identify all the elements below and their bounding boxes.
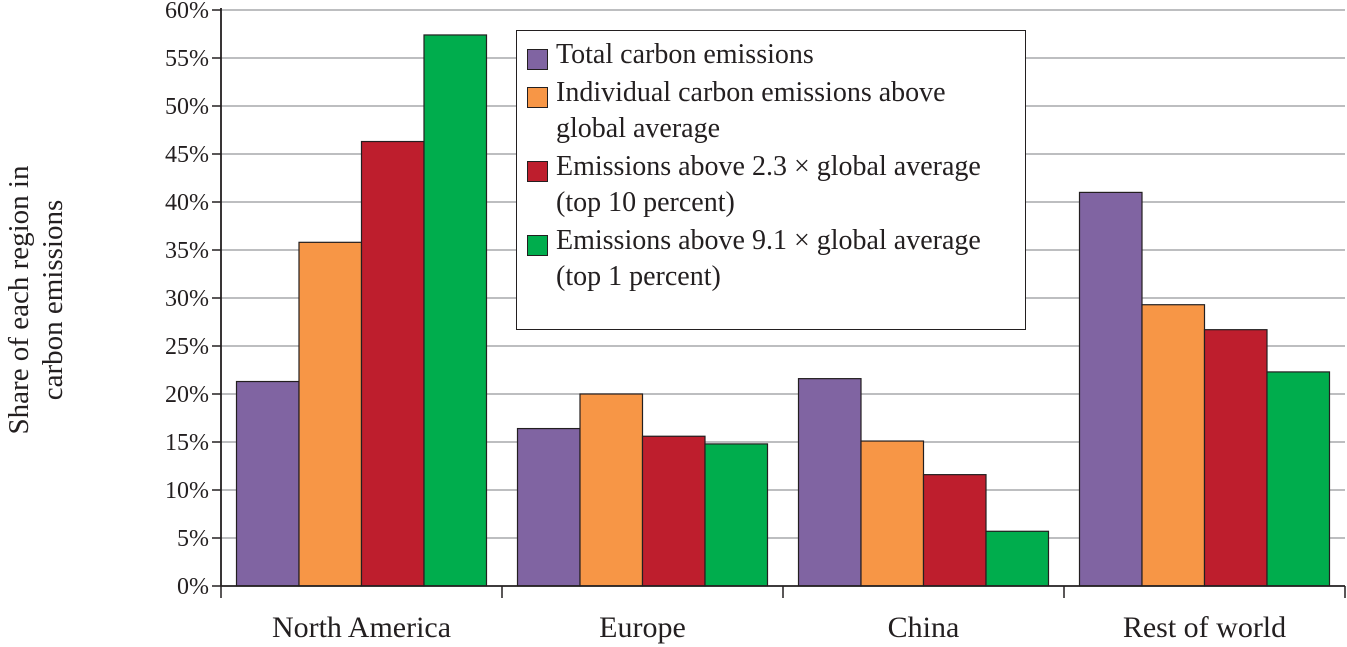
y-tick-label: 45%	[165, 142, 209, 168]
bar	[579, 393, 644, 587]
legend-label-top-1: Emissions above 9.1 × global average (to…	[556, 225, 981, 292]
legend-swatch-top-1	[527, 235, 548, 256]
y-tick-label: 50%	[165, 94, 209, 120]
legend-label-total: Total carbon emissions	[556, 39, 814, 70]
bar	[360, 140, 425, 587]
y-tick-label: 10%	[165, 478, 209, 504]
y-tick-label: 25%	[165, 334, 209, 360]
bar	[298, 241, 363, 587]
y-tick-label: 60%	[165, 0, 209, 24]
legend-label-above-average: Individual carbon emissions above global…	[556, 77, 946, 144]
y-tick-label: 15%	[165, 430, 209, 456]
bar	[516, 427, 581, 587]
bar	[235, 380, 300, 587]
y-axis-title-line: carbon emissions	[37, 200, 69, 401]
x-category-label: North America	[272, 611, 451, 644]
legend-swatch-total	[527, 49, 548, 70]
legend-item-total: Total carbon emissions	[527, 37, 1025, 73]
bar	[922, 474, 987, 587]
legend-swatch-top-10	[527, 161, 548, 182]
bar	[641, 435, 706, 587]
y-tick-label: 35%	[165, 238, 209, 264]
bar	[1078, 191, 1143, 587]
bar	[985, 530, 1050, 587]
legend-swatch-above-average	[527, 87, 548, 108]
y-tick-label: 30%	[165, 286, 209, 312]
x-category-label: Europe	[599, 611, 686, 644]
y-tick-label: 0%	[177, 574, 209, 600]
y-axis-title-line: Share of each region in	[3, 165, 35, 434]
y-tick-label: 5%	[177, 526, 209, 552]
legend-label-top-10: Emissions above 2.3 × global average (to…	[556, 151, 981, 218]
legend-item-above-average: Individual carbon emissions above global…	[527, 75, 1025, 147]
y-tick-label: 40%	[165, 190, 209, 216]
y-tick-label: 20%	[165, 382, 209, 408]
legend-item-top-1: Emissions above 9.1 × global average (to…	[527, 223, 1025, 295]
legend: Total carbon emissions Individual carbon…	[516, 30, 1026, 330]
bar	[797, 378, 862, 587]
bar	[1203, 329, 1268, 587]
legend-item-top-10: Emissions above 2.3 × global average (to…	[527, 149, 1025, 221]
bar	[1141, 304, 1206, 587]
bar	[860, 440, 925, 587]
x-category-label: Rest of world	[1123, 611, 1286, 644]
bar	[1266, 371, 1331, 587]
bar	[704, 443, 769, 587]
y-tick-label: 55%	[165, 46, 209, 72]
y-axis-title: Share of each region incarbon emissions	[3, 165, 69, 434]
x-category-label: China	[888, 611, 960, 644]
bar	[423, 34, 488, 587]
